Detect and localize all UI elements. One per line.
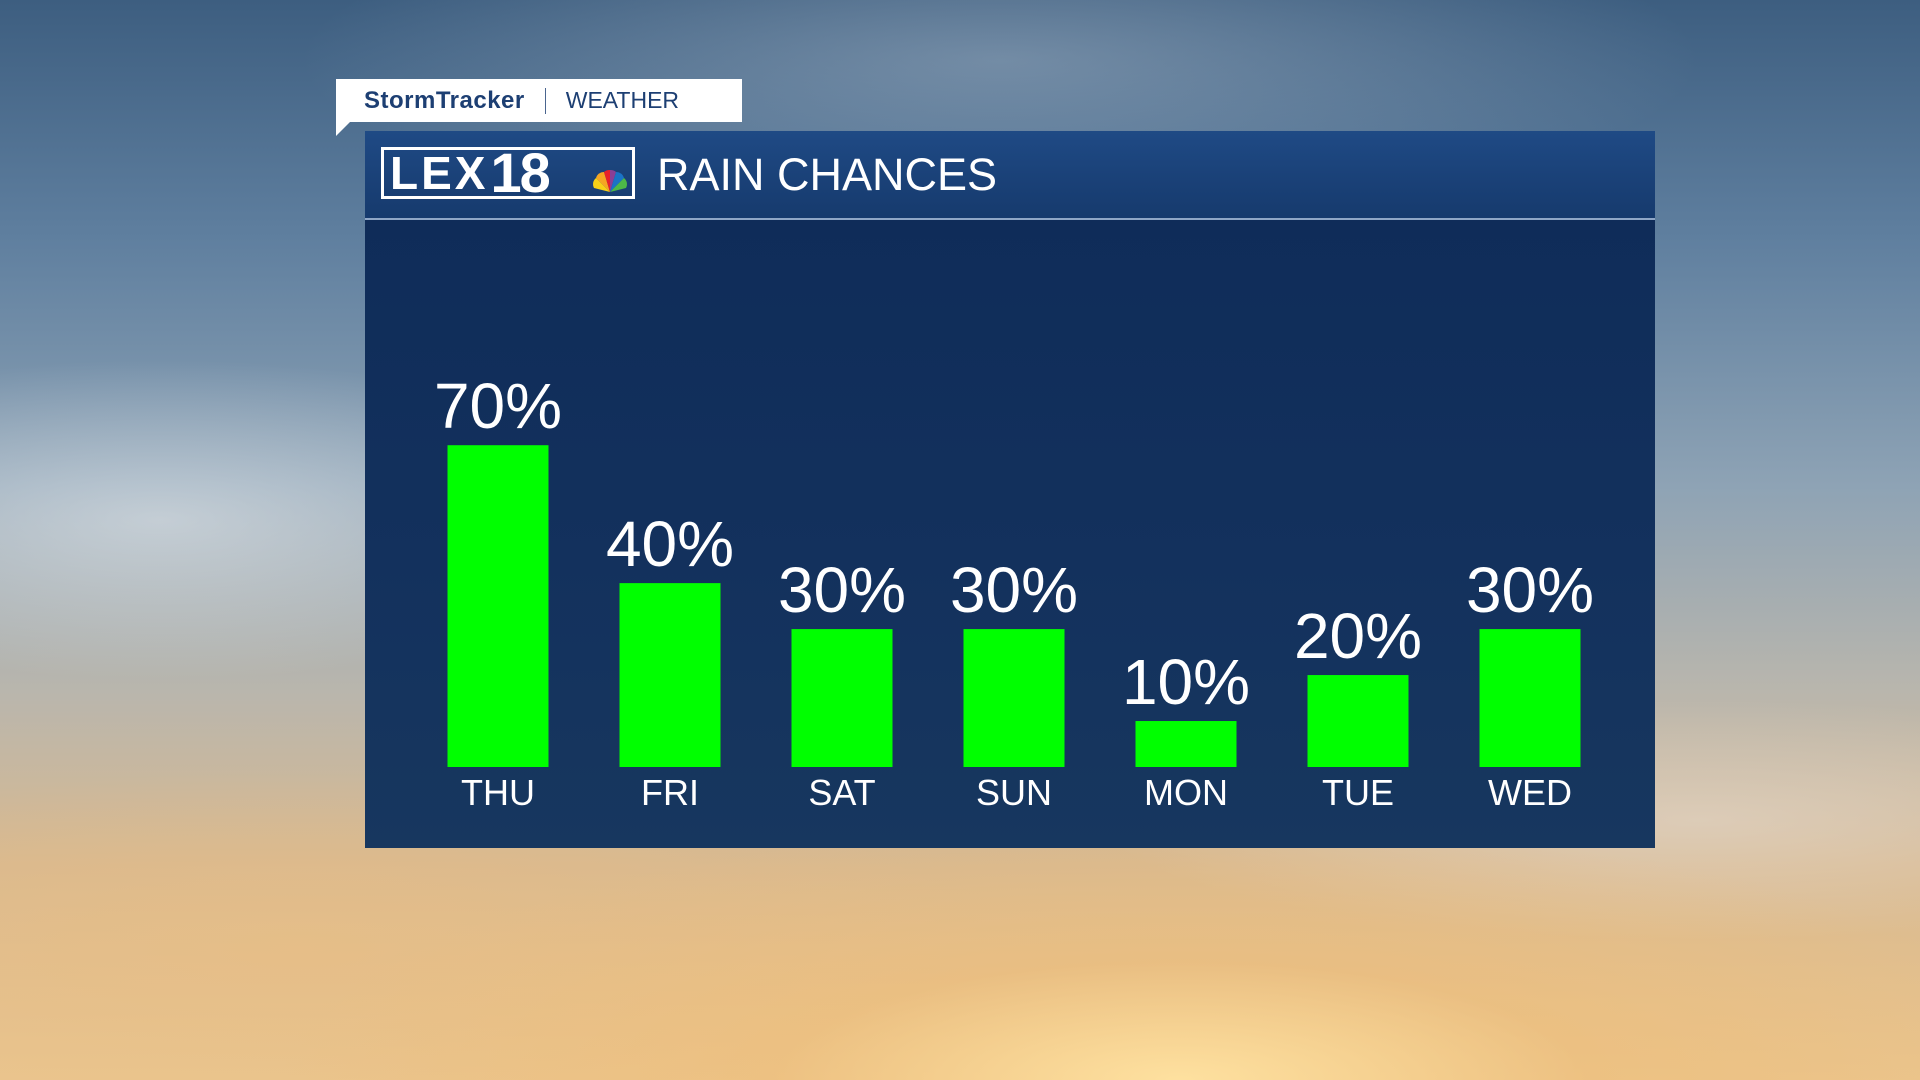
brand-divider: [544, 87, 546, 114]
day-label-fri: FRI: [641, 772, 699, 813]
rain-chance-chart: 70% THU 40% FRI 30% SAT 30% SUN 10% MON 20% TUE 30% W…: [434, 370, 1594, 813]
bar-sat: [791, 629, 893, 767]
day-label-sat: SAT: [808, 772, 875, 813]
value-label-sat: 30%: [778, 554, 906, 626]
value-label-fri: 40%: [606, 508, 734, 580]
panel-header: LEX 18 RAIN CHANCES: [365, 131, 1655, 220]
day-label-thu: THU: [461, 772, 535, 813]
value-label-sun: 30%: [950, 554, 1078, 626]
value-label-mon: 10%: [1122, 646, 1250, 718]
day-label-tue: TUE: [1322, 772, 1394, 813]
bar-tue: [1307, 675, 1409, 767]
bar-fri: [619, 583, 721, 767]
value-label-wed: 30%: [1466, 554, 1594, 626]
brand-section: WEATHER: [565, 87, 680, 113]
value-label-tue: 20%: [1294, 600, 1422, 672]
chart-title: RAIN CHANCES: [657, 149, 998, 200]
logo-number: 18: [490, 141, 550, 204]
brand-tag: StormTracker WEATHER: [336, 79, 742, 136]
station-logo: LEX 18: [381, 141, 635, 204]
bar-sun: [963, 629, 1065, 767]
rain-chances-panel: LEX 18 RAIN CHANCES 70% THU 40% FRI 30% SAT 30…: [365, 131, 1655, 848]
logo-text: LEX: [390, 147, 489, 199]
day-label-wed: WED: [1488, 772, 1572, 813]
bar-mon: [1135, 721, 1237, 767]
brand-name: StormTracker: [364, 86, 525, 114]
peacock-icon: [593, 169, 627, 192]
bar-thu: [447, 445, 549, 767]
day-label-sun: SUN: [976, 772, 1052, 813]
bar-wed: [1479, 629, 1581, 767]
value-label-thu: 70%: [434, 370, 562, 442]
day-label-mon: MON: [1144, 772, 1228, 813]
